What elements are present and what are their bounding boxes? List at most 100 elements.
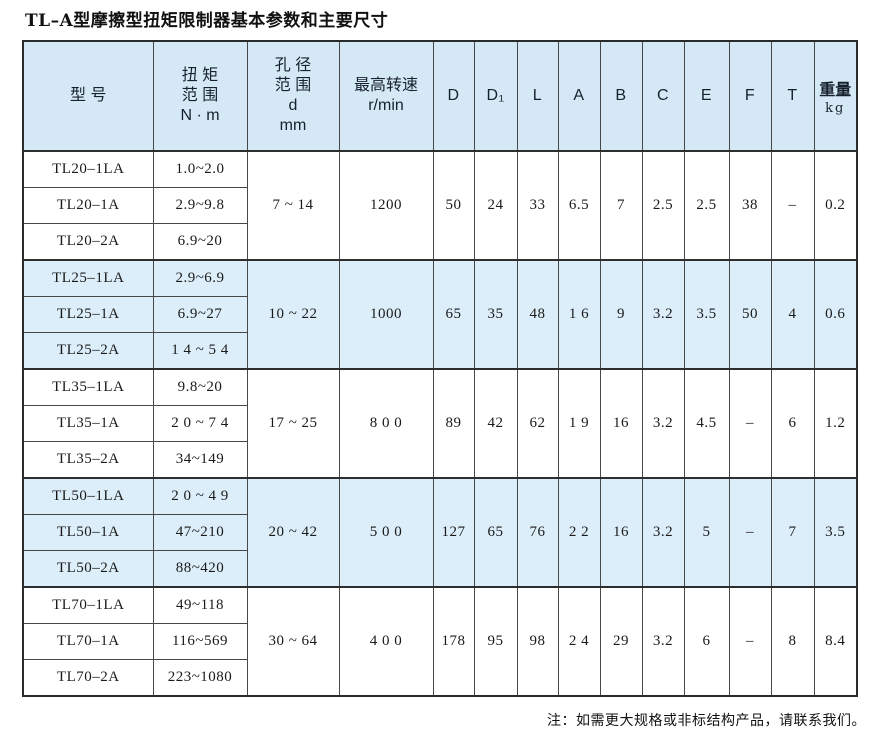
cell-C: 3.2 <box>641 586 685 697</box>
cell-F: – <box>728 586 772 697</box>
table-row: TL50–2A 88~420 <box>22 550 857 588</box>
cell-weight: 1.2 <box>813 368 858 479</box>
table-row: TL35–1A 2 0 ~ 7 4 <box>22 405 857 442</box>
cell-torque: 1.0~2.0 <box>152 150 248 188</box>
cell-torque: 88~420 <box>152 550 248 588</box>
col-header-C: C <box>641 40 685 152</box>
table-row: TL35–2A 34~149 <box>22 441 857 479</box>
cell-torque: 47~210 <box>152 514 248 551</box>
cell-D1: 35 <box>473 259 518 370</box>
header-row: 型 号 扭 矩 范 围 N · m 孔 径 范 围 d mm 最高转速 r/mi… <box>22 40 858 152</box>
cell-T: – <box>770 150 815 261</box>
cell-L: 48 <box>516 259 559 370</box>
cell-torque: 34~149 <box>152 441 248 479</box>
table-row: TL50–1LA 2 0 ~ 4 9 20 ~ 42 5 0 0 127 65 … <box>22 477 858 588</box>
table-row: TL35–1LA 9.8~20 17 ~ 25 8 0 0 89 42 62 1… <box>22 368 858 479</box>
cell-torque: 1 4 ~ 5 4 <box>152 332 248 370</box>
table-row: TL20–1LA 1.0~2.0 7 ~ 14 1200 50 24 33 6.… <box>22 150 858 261</box>
cell-max-speed: 1200 <box>338 150 434 261</box>
cell-model: TL70–1LA <box>22 586 154 624</box>
cell-E: 3.5 <box>683 259 730 370</box>
cell-model: TL70–1A <box>22 623 154 660</box>
cell-A: 1 6 <box>557 259 601 370</box>
cell-L: 33 <box>516 150 559 261</box>
cell-D1: 65 <box>473 477 518 588</box>
cell-T: 7 <box>770 477 815 588</box>
cell-B: 29 <box>599 586 643 697</box>
cell-torque: 2 0 ~ 7 4 <box>152 405 248 442</box>
table-row: TL70–1LA 49~118 30 ~ 64 4 0 0 178 95 98 … <box>22 586 858 697</box>
col-header-weight-label: 重量 <box>819 82 852 99</box>
col-header-model-label: 型 号 <box>70 87 107 104</box>
cell-C: 3.2 <box>641 368 685 479</box>
col-header-torque-label: 扭 矩 范 围 N · m <box>180 67 220 124</box>
cell-A: 2 2 <box>557 477 601 588</box>
cell-torque: 6.9~20 <box>152 223 248 261</box>
col-header-speed: 最高转速 r/min <box>338 40 434 152</box>
cell-B: 9 <box>599 259 643 370</box>
footnote: 注：如需更大规格或非标结构产品，请联系我们。 <box>547 714 866 729</box>
cell-torque: 2.9~9.8 <box>152 187 248 224</box>
col-header-bore-label: 孔 径 范 围 d mm <box>274 57 312 134</box>
col-header-F: F <box>728 40 772 152</box>
cell-max-speed: 8 0 0 <box>338 368 434 479</box>
col-header-bore: 孔 径 范 围 d mm <box>246 40 340 152</box>
cell-C: 3.2 <box>641 477 685 588</box>
cell-F: – <box>728 477 772 588</box>
cell-D: 89 <box>432 368 475 479</box>
col-header-T: T <box>770 40 815 152</box>
cell-max-speed: 4 0 0 <box>338 586 434 697</box>
col-header-D1: D₁ <box>473 40 518 152</box>
table-row: TL25–1LA 2.9~6.9 10 ~ 22 1000 65 35 48 1… <box>22 259 858 370</box>
cell-E: 6 <box>683 586 730 697</box>
cell-torque: 2 0 ~ 4 9 <box>152 477 248 515</box>
cell-weight: 0.6 <box>813 259 858 370</box>
col-header-L: L <box>516 40 559 152</box>
cell-D: 127 <box>432 477 475 588</box>
table-row: TL20–1A 2.9~9.8 <box>22 187 857 224</box>
cell-weight: 8.4 <box>813 586 858 697</box>
cell-torque: 116~569 <box>152 623 248 660</box>
table-row: TL25–2A 1 4 ~ 5 4 <box>22 332 857 370</box>
cell-D1: 42 <box>473 368 518 479</box>
cell-model: TL25–2A <box>22 332 154 370</box>
cell-B: 16 <box>599 477 643 588</box>
cell-max-speed: 1000 <box>338 259 434 370</box>
cell-max-speed: 5 0 0 <box>338 477 434 588</box>
cell-L: 76 <box>516 477 559 588</box>
cell-D1: 95 <box>473 586 518 697</box>
cell-T: 8 <box>770 586 815 697</box>
cell-L: 62 <box>516 368 559 479</box>
cell-F: 50 <box>728 259 772 370</box>
table-row: TL70–2A 223~1080 <box>22 659 857 697</box>
col-header-weight: 重量 kg <box>813 40 858 152</box>
cell-model: TL50–1A <box>22 514 154 551</box>
col-header-E: E <box>683 40 730 152</box>
col-header-weight-unit: kg <box>825 101 846 116</box>
cell-C: 2.5 <box>641 150 685 261</box>
cell-torque: 49~118 <box>152 586 248 624</box>
cell-bore-range: 10 ~ 22 <box>246 259 340 370</box>
cell-torque: 223~1080 <box>152 659 248 697</box>
cell-A: 2 4 <box>557 586 601 697</box>
cell-L: 98 <box>516 586 559 697</box>
cell-D1: 24 <box>473 150 518 261</box>
cell-C: 3.2 <box>641 259 685 370</box>
cell-A: 6.5 <box>557 150 601 261</box>
cell-T: 6 <box>770 368 815 479</box>
cell-model: TL50–2A <box>22 550 154 588</box>
cell-model: TL20–1LA <box>22 150 154 188</box>
col-header-speed-label: 最高转速 r/min <box>353 77 418 114</box>
table-row: TL70–1A 116~569 <box>22 623 857 660</box>
cell-bore-range: 17 ~ 25 <box>246 368 340 479</box>
cell-weight: 0.2 <box>813 150 858 261</box>
cell-model: TL35–2A <box>22 441 154 479</box>
cell-E: 5 <box>683 477 730 588</box>
col-header-B: B <box>599 40 643 152</box>
cell-D: 65 <box>432 259 475 370</box>
cell-T: 4 <box>770 259 815 370</box>
cell-weight: 3.5 <box>813 477 858 588</box>
cell-model: TL35–1LA <box>22 368 154 406</box>
cell-B: 16 <box>599 368 643 479</box>
